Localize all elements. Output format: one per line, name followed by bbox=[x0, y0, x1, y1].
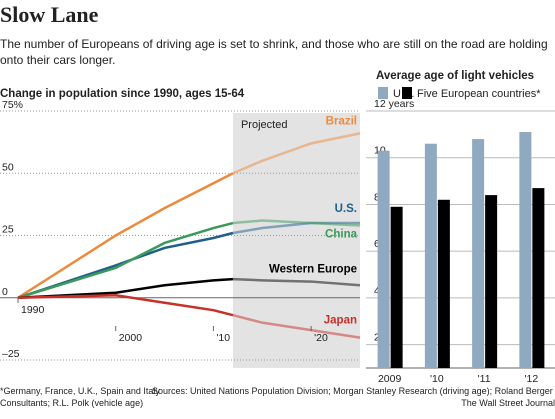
chart-title: Change in population since 1990, ages 15… bbox=[0, 88, 245, 100]
series-line bbox=[17, 277, 234, 299]
series-label: China bbox=[325, 229, 358, 241]
title: Slow Lane bbox=[0, 2, 99, 27]
x-tick-label: '12 bbox=[525, 373, 539, 385]
credit: The Wall Street Journal bbox=[461, 398, 555, 408]
bar bbox=[472, 139, 485, 368]
series-label: Japan bbox=[324, 315, 357, 327]
y-tick-label: 2 bbox=[374, 332, 380, 344]
bar bbox=[424, 143, 437, 368]
bar bbox=[485, 195, 498, 368]
footnote: *Germany, France, U.K., Spain and Italy bbox=[0, 386, 160, 396]
bar bbox=[519, 132, 532, 368]
projected-region bbox=[232, 113, 360, 368]
y-tick-label: 6 bbox=[374, 238, 380, 250]
projected-label: Projected bbox=[241, 119, 287, 131]
series-label: Brazil bbox=[326, 115, 357, 127]
legend-swatch bbox=[402, 87, 412, 99]
series-line bbox=[232, 313, 361, 339]
series-line bbox=[232, 219, 361, 227]
y-tick-label: 25 bbox=[2, 224, 14, 236]
bar bbox=[532, 188, 545, 368]
x-tick-label: '20 bbox=[314, 332, 328, 344]
series-line bbox=[232, 277, 361, 287]
sources: Sources: United Nations Population Divis… bbox=[152, 386, 555, 396]
series-line bbox=[17, 221, 234, 299]
series-line bbox=[17, 172, 234, 299]
series-line bbox=[232, 132, 361, 175]
series-label: Western Europe bbox=[269, 263, 357, 275]
subtitle: The number of Europeans of driving age i… bbox=[0, 37, 548, 51]
y-tick-label: 0 bbox=[2, 286, 8, 298]
bar bbox=[437, 199, 450, 368]
y-tick-label: 4 bbox=[374, 285, 380, 297]
x-tick-label: '11 bbox=[478, 373, 491, 385]
legend-swatch bbox=[378, 87, 388, 99]
x-tick-label: 2000 bbox=[119, 332, 143, 344]
bar bbox=[377, 150, 390, 368]
y-tick-label: 75% bbox=[2, 99, 23, 111]
x-tick-label: '10 bbox=[216, 332, 230, 344]
y-tick-label: 12 years bbox=[374, 98, 414, 110]
sources: Consultants; R.L. Polk (vehicle age) bbox=[0, 398, 143, 408]
x-tick-label: '10 bbox=[430, 373, 444, 385]
series-label: U.S. bbox=[335, 203, 357, 215]
y-tick-label: 8 bbox=[374, 191, 380, 203]
legend-label: Five European countries* bbox=[417, 88, 541, 100]
x-tick-label: 2009 bbox=[378, 373, 402, 385]
series-line bbox=[17, 294, 234, 317]
x-tick-label: 1990 bbox=[21, 304, 45, 316]
chart-title: Average age of light vehicles bbox=[376, 70, 534, 82]
series-line bbox=[17, 231, 234, 299]
y-tick-label: –25 bbox=[2, 348, 20, 360]
y-tick-label: 50 bbox=[2, 161, 14, 173]
bar bbox=[390, 206, 403, 368]
subtitle: onto their cars longer. bbox=[0, 53, 115, 67]
